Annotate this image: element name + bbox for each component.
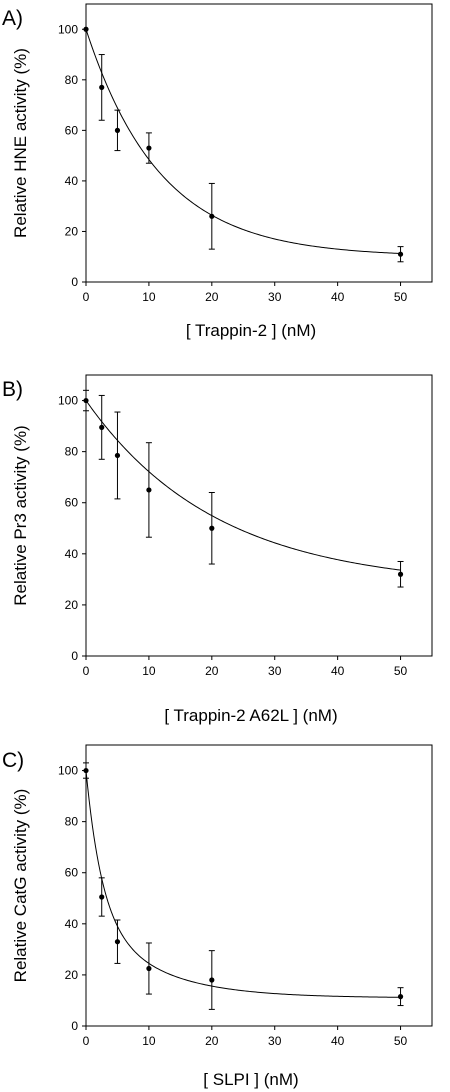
x-tick-label: 40 [331,1034,345,1048]
panel-label: B) [2,378,23,401]
y-tick-label: 100 [58,764,78,778]
x-tick-label: 40 [331,290,345,304]
data-point [146,965,152,972]
y-tick-label: 60 [65,496,79,510]
data-point [397,251,404,257]
data-point [209,213,215,219]
data-point [209,525,215,531]
x-axis-label: [ Trappin-2 ] (nM) [186,321,316,340]
fit-curve [85,770,401,998]
data-point [114,939,121,945]
x-tick-label: 10 [142,290,156,304]
chart-panel: B) 0 10 20 30 40 50 0 20 40 60 80 100 [ Trappin-2 A62… [2,374,433,725]
x-tick-label: 40 [331,664,345,678]
x-tick-label: 50 [394,1034,408,1048]
x-tick-label: 20 [205,290,219,304]
data-point [99,894,105,900]
x-tick-label: 10 [142,1034,156,1048]
plot-frame [85,3,433,283]
x-tick-label: 0 [83,664,90,678]
plot-frame [85,374,433,657]
y-tick-label: 60 [65,866,79,880]
y-tick-label: 0 [71,275,78,289]
data-point [114,127,121,133]
y-axis-label: Relative HNE activity (%) [11,48,30,238]
chart-panel: C) 0 10 20 30 40 50 0 20 40 60 80 100 [ SLPI ] (nM) Re… [2,744,433,1089]
y-tick-label: 20 [65,968,79,982]
y-tick-label: 0 [71,649,78,663]
chart-panel: A) 0 10 20 30 40 50 0 20 40 60 80 100 [ Trappin-2 ] (… [2,3,433,340]
x-axis-label: [ Trappin-2 A62L ] (nM) [164,706,337,725]
data-point [397,994,404,1000]
y-tick-label: 60 [65,123,79,137]
y-tick-label: 40 [65,547,79,561]
data-point [146,487,152,493]
x-tick-label: 50 [394,664,408,678]
x-axis-label: [ SLPI ] (nM) [203,1070,298,1089]
data-point [99,424,105,430]
plot-frame [85,744,433,1027]
data-point [114,452,121,459]
data-point [83,26,89,32]
y-tick-label: 80 [65,445,79,459]
y-tick-label: 20 [65,598,79,612]
data-point [209,977,215,983]
y-tick-label: 40 [65,174,79,188]
x-tick-label: 50 [394,290,408,304]
x-tick-label: 30 [268,1034,282,1048]
y-axis-label: Relative CatG activity (%) [11,789,30,983]
y-tick-label: 100 [58,22,78,36]
y-tick-label: 0 [71,1019,78,1033]
data-point [83,397,89,404]
x-tick-label: 30 [268,664,282,678]
y-axis-label: Relative Pr3 activity (%) [11,425,30,605]
panel-label: C) [2,749,24,772]
x-tick-label: 30 [268,290,282,304]
data-point [146,145,152,151]
x-tick-label: 10 [142,664,156,678]
x-tick-label: 20 [205,1034,219,1048]
y-tick-label: 100 [58,394,78,408]
panel-label: A) [2,7,23,30]
data-point [83,767,89,774]
x-tick-label: 20 [205,664,219,678]
fit-curve [85,400,401,571]
y-tick-label: 20 [65,224,79,238]
data-point [397,571,404,577]
x-tick-label: 0 [83,290,90,304]
y-tick-label: 40 [65,917,79,931]
fit-curve [85,29,401,254]
y-tick-label: 80 [65,815,79,829]
data-point [99,84,105,90]
x-tick-label: 0 [83,1034,90,1048]
y-tick-label: 80 [65,73,79,87]
